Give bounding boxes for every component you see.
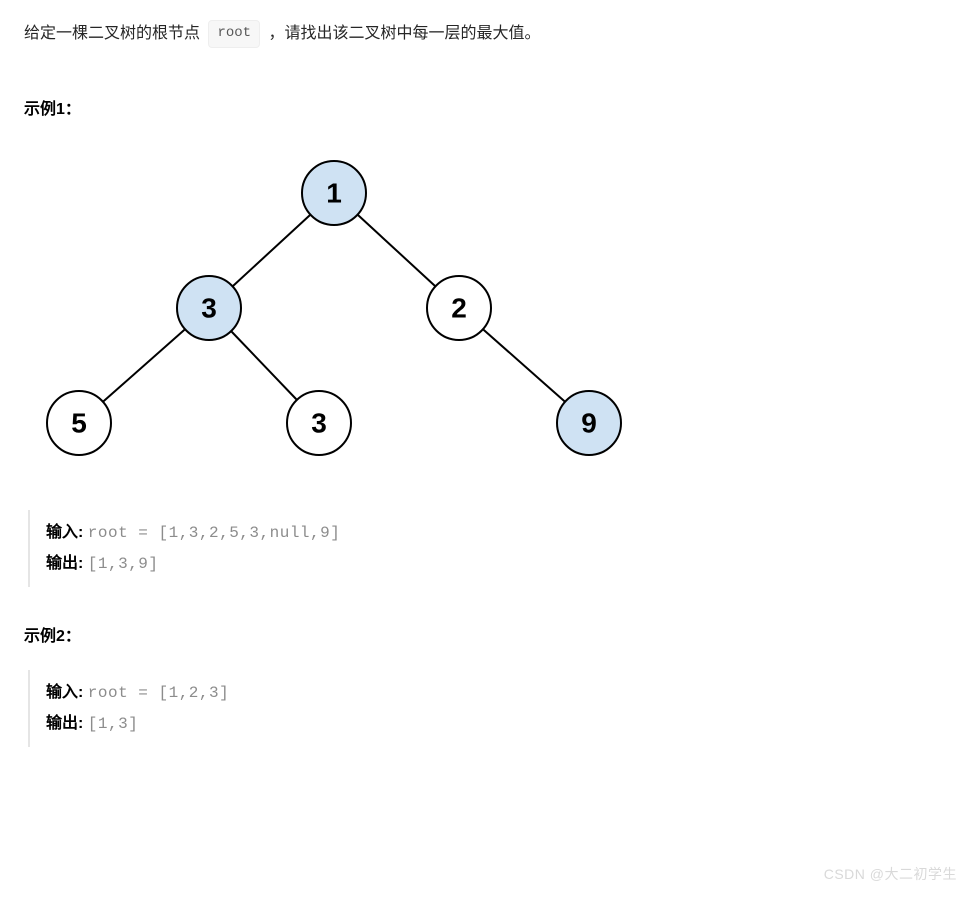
- example2-input-label: 输入:: [46, 684, 88, 701]
- example2-heading: 示例2：: [24, 623, 951, 650]
- tree-node-label: 2: [451, 292, 467, 323]
- tree-edge: [233, 215, 311, 287]
- example1-output-label: 输出:: [46, 555, 88, 572]
- problem-text-before: 给定一棵二叉树的根节点: [24, 25, 200, 42]
- example1-input-line: 输入: root = [1,3,2,5,3,null,9]: [46, 518, 951, 548]
- problem-statement: 给定一棵二叉树的根节点 root ，请找出该二叉树中每一层的最大值。: [24, 20, 951, 48]
- tree-edge: [231, 331, 297, 400]
- example1-input-label: 输入:: [46, 524, 88, 541]
- tree-node-label: 3: [311, 407, 327, 438]
- tree-node: 5: [47, 391, 111, 455]
- example2-input-line: 输入: root = [1,2,3]: [46, 678, 951, 708]
- example1-block: 输入: root = [1,3,2,5,3,null,9] 输出: [1,3,9…: [28, 510, 951, 587]
- example2-output-value: [1,3]: [88, 715, 139, 733]
- tree-diagram: 1 3 2 5 3 9: [24, 143, 951, 482]
- tree-node-label: 3: [201, 292, 217, 323]
- tree-node-label: 5: [71, 407, 87, 438]
- tree-node: 1: [302, 161, 366, 225]
- problem-text-after: ，请找出该二叉树中每一层的最大值。: [269, 25, 541, 42]
- watermark: CSDN @大二初学生: [824, 863, 957, 887]
- example1-input-value: root = [1,3,2,5,3,null,9]: [88, 524, 341, 542]
- root-code-inline: root: [208, 20, 260, 48]
- tree-node-label: 9: [581, 407, 597, 438]
- example1-output-value: [1,3,9]: [88, 555, 159, 573]
- tree-node-label: 1: [326, 177, 342, 208]
- tree-node: 3: [287, 391, 351, 455]
- example2-output-line: 输出: [1,3]: [46, 709, 951, 739]
- tree-node: 9: [557, 391, 621, 455]
- tree-edge: [358, 215, 436, 287]
- example2-input-value: root = [1,2,3]: [88, 684, 229, 702]
- tree-edge: [483, 329, 565, 402]
- example1-output-line: 输出: [1,3,9]: [46, 549, 951, 579]
- tree-edge: [103, 329, 185, 402]
- tree-node: 2: [427, 276, 491, 340]
- example2-output-label: 输出:: [46, 715, 88, 732]
- example2-block: 输入: root = [1,2,3] 输出: [1,3]: [28, 670, 951, 747]
- binary-tree-svg: 1 3 2 5 3 9: [24, 143, 644, 473]
- tree-node: 3: [177, 276, 241, 340]
- example1-heading: 示例1：: [24, 96, 951, 123]
